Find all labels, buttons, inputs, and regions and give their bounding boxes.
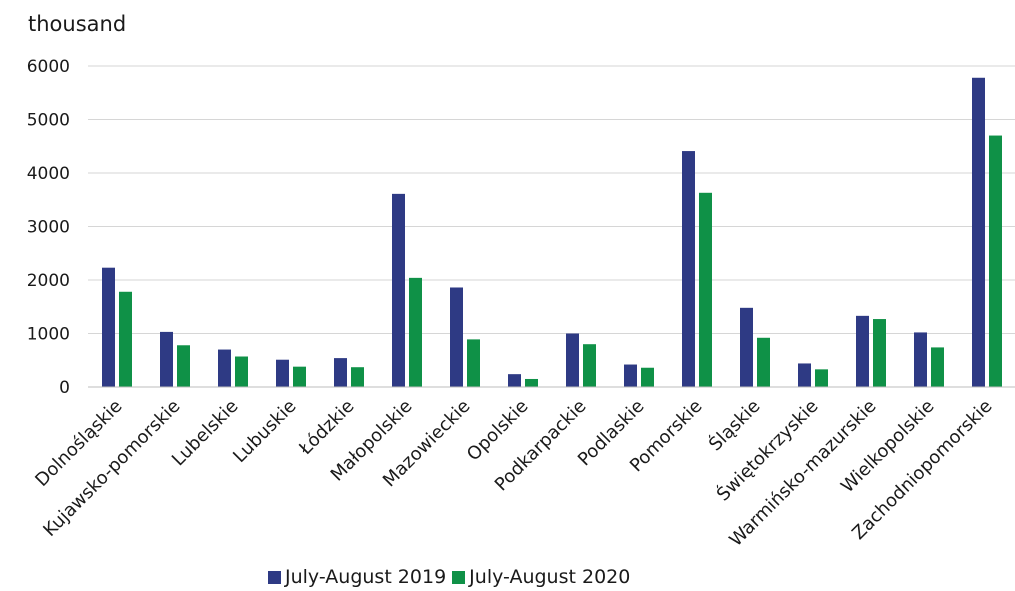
bar-2019 xyxy=(102,267,115,387)
bar-2019 xyxy=(740,307,753,387)
x-tick-label: Lubuskie xyxy=(229,396,300,467)
bar-2020 xyxy=(989,135,1002,387)
bar-2019 xyxy=(392,193,405,387)
legend-swatch-2019 xyxy=(268,570,281,584)
bar-2019 xyxy=(798,363,811,387)
bar-2019 xyxy=(682,151,695,387)
legend-item-2019: July-August 2019 xyxy=(268,566,446,588)
legend: July-August 2019 July-August 2020 xyxy=(268,566,636,588)
y-tick-label: 3000 xyxy=(27,218,70,238)
bar-2020 xyxy=(757,337,770,387)
y-tick-labels: 0 1000 2000 3000 4000 5000 6000 xyxy=(27,57,70,398)
legend-label-2020: July-August 2020 xyxy=(469,566,631,588)
x-tick-label: Świętokrzyskie xyxy=(712,395,822,505)
bar-2020 xyxy=(525,378,538,387)
bar-2019 xyxy=(334,358,347,387)
bar-2020 xyxy=(409,277,422,387)
y-tick-label: 4000 xyxy=(27,164,70,184)
legend-swatch-2020 xyxy=(452,570,466,584)
legend-item-2020: July-August 2020 xyxy=(452,566,630,588)
bar-2020 xyxy=(235,356,248,387)
bar-2019 xyxy=(160,331,173,387)
y-tick-label: 0 xyxy=(59,378,70,398)
bar-2020 xyxy=(583,344,596,387)
bar-2019 xyxy=(276,359,289,387)
bar-2020 xyxy=(873,319,886,387)
bar-2019 xyxy=(218,349,231,387)
bar-2020 xyxy=(641,367,654,387)
bar-2020 xyxy=(351,367,364,387)
bar-2020 xyxy=(177,345,190,387)
y-axis-unit-label: thousand xyxy=(28,12,127,36)
y-tick-label: 2000 xyxy=(27,271,70,291)
bar-2019 xyxy=(450,287,463,387)
bar-2020 xyxy=(815,369,828,387)
bar-2020 xyxy=(293,366,306,387)
legend-label-2019: July-August 2019 xyxy=(285,566,447,588)
bar-2019 xyxy=(972,77,985,388)
bars xyxy=(102,77,1002,388)
gridlines xyxy=(88,65,1015,334)
bar-2019 xyxy=(856,315,869,387)
y-tick-label: 6000 xyxy=(27,57,70,77)
x-tick-label: Śląskie xyxy=(704,395,764,455)
bar-2019 xyxy=(624,364,637,387)
x-tick-labels: DolnośląskieKujawsko-pomorskieLubelskieL… xyxy=(31,395,996,551)
bar-2019 xyxy=(566,333,579,387)
bar-2019 xyxy=(508,374,521,387)
y-tick-label: 5000 xyxy=(27,111,70,131)
bar-2020 xyxy=(931,347,944,387)
bar-2020 xyxy=(699,192,712,387)
bar-2020 xyxy=(467,339,480,387)
bar-2020 xyxy=(119,291,132,387)
y-tick-label: 1000 xyxy=(27,325,70,345)
bar-2019 xyxy=(914,332,927,387)
